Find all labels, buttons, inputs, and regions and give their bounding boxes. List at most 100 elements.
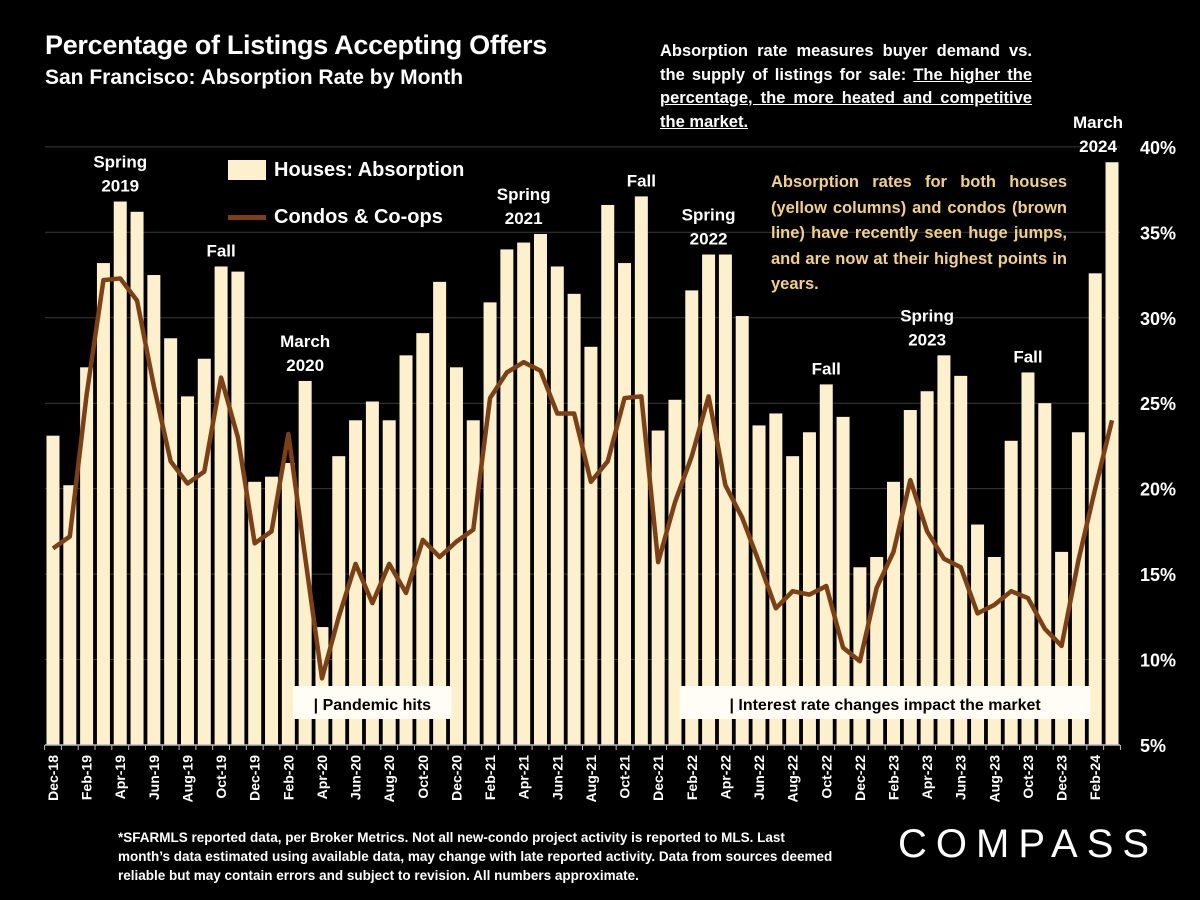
y-tick-label: 35% — [1140, 223, 1176, 243]
annotation-label: 2022 — [690, 230, 728, 249]
line-condos — [51, 276, 1115, 681]
annotation-label: Spring — [900, 306, 954, 325]
bar-houses — [819, 384, 833, 745]
x-tick-label: Oct-23 — [1020, 755, 1036, 799]
x-tick-label: Feb-19 — [79, 755, 95, 800]
bar-houses — [63, 485, 77, 745]
x-tick-label: Feb-23 — [886, 755, 902, 800]
bar-houses — [769, 413, 783, 745]
bar-houses — [96, 263, 110, 745]
bar-houses — [365, 401, 379, 745]
x-tick-label: Jun-21 — [549, 755, 565, 800]
bar-houses — [634, 196, 648, 745]
annotation-label: 2019 — [101, 177, 139, 196]
x-tick-label: Jun-22 — [751, 755, 767, 800]
x-tick-label: Feb-22 — [684, 755, 700, 800]
x-tick-label: Dec-22 — [852, 755, 868, 801]
x-tick-label: Dec-19 — [247, 755, 263, 801]
annotation-label: March — [280, 332, 330, 351]
bar-houses — [1105, 162, 1119, 745]
x-tick-label: Dec-20 — [448, 755, 464, 801]
bar-houses — [1021, 372, 1035, 745]
y-tick-label: 10% — [1140, 651, 1176, 671]
y-tick-label: 20% — [1140, 480, 1176, 500]
event-label: | Interest rate changes impact the marke… — [729, 697, 1041, 714]
legend: Houses: Absorption Condos & Co-ops — [228, 156, 464, 250]
bar-houses — [265, 476, 279, 745]
bar-houses — [382, 420, 396, 745]
x-tick-label: Jun-23 — [953, 755, 969, 800]
bar-houses — [231, 271, 245, 745]
x-tick-label: Apr-19 — [112, 755, 128, 800]
bar-houses — [954, 375, 968, 745]
x-tick-label: Aug-19 — [179, 755, 195, 803]
bar-houses — [180, 396, 194, 745]
explanation-note: Absorption rate measures buyer demand vs… — [660, 40, 1032, 134]
note-text: Absorption rate measures buyer demand vs… — [660, 42, 1032, 84]
bar-houses — [281, 463, 295, 745]
chart-subtitle: San Francisco: Absorption Rate by Month — [45, 66, 464, 89]
x-tick-label: Jun-20 — [348, 755, 364, 800]
bar-houses — [836, 416, 850, 745]
bar-houses — [46, 435, 60, 745]
legend-swatch-line — [228, 214, 266, 220]
annotation-label: 2020 — [286, 356, 324, 375]
footnote: *SFARMLS reported data, per Broker Metri… — [118, 830, 833, 883]
legend-label-houses: Houses: Absorption — [274, 158, 465, 181]
bar-houses — [349, 420, 363, 745]
legend-swatch-bar — [228, 160, 266, 180]
bar-houses — [164, 338, 178, 745]
x-tick-label: Aug-22 — [785, 755, 801, 803]
bar-houses — [517, 242, 531, 745]
annotation-label: March — [1073, 113, 1123, 132]
x-tick-label: Oct-22 — [818, 755, 834, 799]
bar-houses — [1088, 273, 1102, 745]
event-label-box — [679, 686, 1091, 719]
bar-houses — [567, 293, 581, 745]
bar-houses — [718, 254, 732, 745]
annotation-label: 2023 — [908, 330, 946, 349]
annotation-label: 2021 — [505, 209, 543, 228]
bar-houses — [433, 281, 447, 745]
x-tick-label: Aug-23 — [986, 755, 1002, 803]
x-tick-label: Dec-21 — [650, 755, 666, 801]
y-tick-label: 40% — [1140, 138, 1176, 158]
bar-houses — [1071, 432, 1085, 745]
bar-houses — [550, 266, 564, 745]
chart-title: Percentage of Listings Accepting Offers — [45, 30, 547, 60]
x-tick-label: Feb-20 — [280, 755, 296, 800]
annotation-label: Fall — [627, 171, 656, 190]
legend-item-houses: Houses: Absorption — [228, 156, 464, 184]
bar-houses — [332, 456, 346, 745]
annotation-label: Fall — [1013, 347, 1042, 366]
y-tick-label: 15% — [1140, 565, 1176, 585]
annotation-label: Spring — [682, 206, 736, 225]
bar-houses — [449, 367, 463, 745]
y-tick-label: 25% — [1140, 394, 1176, 414]
annotation-label: Fall — [812, 359, 841, 378]
bar-houses — [786, 456, 800, 745]
bar-houses — [651, 430, 665, 745]
bar-houses — [752, 425, 766, 745]
y-tick-label: 30% — [1140, 309, 1176, 329]
bar-houses — [735, 316, 749, 745]
bar-houses — [601, 204, 615, 745]
bar-houses — [685, 290, 699, 745]
bar-houses — [113, 201, 127, 746]
bar-houses — [130, 211, 144, 746]
note-underlined-text: The higher the percentage, the more heat… — [660, 65, 1033, 131]
bar-houses — [533, 234, 547, 745]
bar-houses — [80, 367, 94, 745]
x-tick-label: Jun-19 — [146, 755, 162, 800]
x-tick-label: Oct-21 — [617, 755, 633, 799]
x-tick-label: Oct-20 — [415, 755, 431, 799]
event-label-box — [293, 686, 452, 719]
bar-houses — [937, 355, 951, 745]
bar-houses — [399, 355, 413, 745]
bar-houses — [584, 346, 598, 745]
annotation-label: Fall — [206, 241, 235, 260]
x-tick-label: Aug-21 — [583, 755, 599, 803]
bar-houses — [702, 254, 716, 745]
legend-label-condos: Condos & Co-ops — [274, 205, 443, 228]
